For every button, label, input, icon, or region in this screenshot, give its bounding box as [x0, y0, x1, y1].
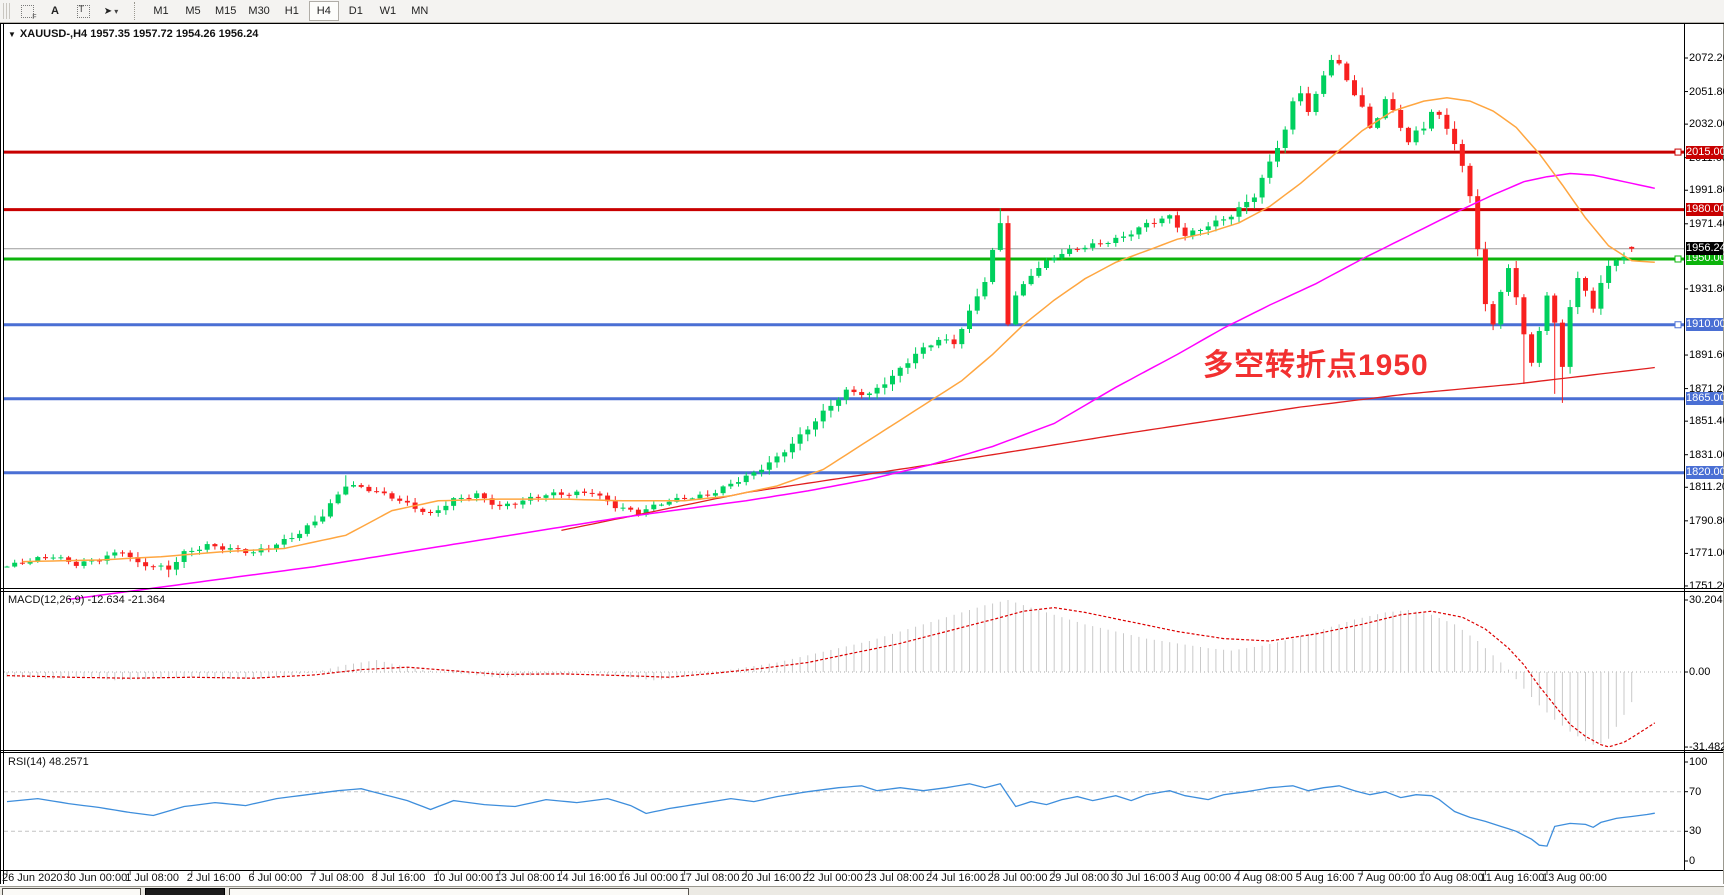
price-tick-label: 1931.80 — [1689, 282, 1724, 295]
price-tick-label: 1771.00 — [1689, 547, 1724, 560]
date-axis-label: 2 Jul 16:00 — [186, 872, 241, 884]
date-axis-label: 23 Jul 08:00 — [864, 872, 925, 884]
chart-tab-active[interactable] — [145, 888, 225, 895]
price-level-badge: 1865.00 — [1686, 392, 1724, 406]
rsi-tick-label: 100 — [1689, 756, 1708, 768]
price-level-badge: 1910.00 — [1686, 318, 1724, 332]
timeframe-buttons: M1 M5 M15 M30 H1 H4 D1 W1 MN — [146, 1, 435, 21]
rsi-layer — [4, 783, 1684, 847]
date-axis-label: 17 Jul 08:00 — [679, 872, 740, 884]
date-axis-label: 13 Jul 08:00 — [494, 872, 555, 884]
price-tick-label: 1851.40 — [1689, 415, 1724, 428]
price-level-badge: 1950.00 — [1686, 252, 1724, 266]
date-axis-label: 7 Jul 08:00 — [310, 872, 364, 884]
price-tick-label: 1991.80 — [1689, 184, 1724, 197]
price-tick-label: 1971.40 — [1689, 217, 1724, 230]
date-axis-label: 5 Aug 16:00 — [1295, 872, 1355, 884]
horizontal-lines-layer — [4, 148, 1684, 475]
date-axis-label: 3 Aug 00:00 — [1172, 872, 1232, 884]
timeframe-button-d1[interactable]: D1 — [348, 5, 363, 17]
toolbar-grip[interactable] — [3, 3, 11, 19]
date-axis-label: 14 Jul 16:00 — [556, 872, 617, 884]
price-tick-label: 1891.60 — [1689, 349, 1724, 362]
macd-signal-line — [6, 606, 1656, 748]
date-axis-label: 7 Aug 00:00 — [1357, 872, 1416, 884]
timeframe-button-mn[interactable]: MN — [411, 5, 429, 17]
timeframe-button-h4[interactable]: H4 — [308, 1, 339, 21]
chart-tab[interactable] — [2, 888, 141, 895]
ma-mid-magenta — [68, 172, 1655, 601]
moving-averages-layer — [22, 97, 1655, 601]
toolbar-separator — [134, 2, 140, 20]
price-tick-label: 1831.00 — [1689, 448, 1724, 461]
price-tick-label: 1871.20 — [1689, 382, 1724, 395]
price-level-badge: 2015.00 — [1686, 145, 1724, 159]
hline-marker[interactable] — [1674, 255, 1682, 263]
collapse-triangle-icon[interactable]: ▼ — [8, 30, 16, 39]
price-tick-label: 2032.00 — [1689, 118, 1724, 131]
macd-layer — [4, 600, 1684, 748]
date-axis-label: 20 Jul 16:00 — [741, 872, 802, 884]
timeframe-button-w1[interactable]: W1 — [379, 5, 397, 17]
rsi-label: RSI(14) 48.2571 — [8, 756, 89, 768]
date-axis-label: 6 Jul 00:00 — [248, 872, 303, 884]
timeframe-button-m15[interactable]: M15 — [215, 5, 237, 17]
date-axis-label: 24 Jul 16:00 — [926, 872, 986, 884]
date-axis-label: 29 Jul 08:00 — [1049, 872, 1110, 884]
chart-tabs-bar — [0, 886, 1724, 895]
macd-tick-label: -31.482 — [1689, 741, 1724, 754]
current-price-badge: 1956.24 — [1686, 242, 1724, 256]
date-axis-label: 13 Aug 00:00 — [1542, 872, 1607, 884]
chart-tab[interactable] — [229, 888, 689, 895]
macd-tick-label: 30.204 — [1689, 594, 1723, 606]
date-axis-label: 1 Jul 08:00 — [125, 872, 180, 884]
timeframe-button-m5[interactable]: M5 — [185, 5, 201, 17]
hline-marker[interactable] — [1674, 321, 1682, 329]
date-axis-label: 11 Aug 16:00 — [1480, 872, 1545, 884]
price-tick-label: 1751.20 — [1689, 579, 1724, 592]
ma-fast-orange — [22, 97, 1655, 563]
rsi-tick-label: 70 — [1689, 785, 1702, 798]
date-axis-label: 16 Jul 00:00 — [618, 872, 678, 884]
price-tick-label: 1790.80 — [1689, 514, 1724, 527]
date-axis-label: 28 Jul 00:00 — [987, 872, 1048, 884]
frame-f-icon[interactable]: F — [16, 2, 38, 21]
date-axis-label: 10 Jul 00:00 — [433, 872, 494, 884]
candles-layer — [4, 54, 1635, 578]
chart-annotation: 多空转折点1950 — [1203, 349, 1429, 382]
macd-tick-label: 0.00 — [1689, 666, 1711, 678]
date-axis-label: 30 Jun 00:00 — [63, 872, 128, 884]
date-axis-label: 10 Aug 08:00 — [1418, 872, 1484, 884]
price-level-badge: 1980.00 — [1686, 203, 1724, 217]
date-axis-label: 30 Jul 16:00 — [1110, 872, 1171, 884]
cursor-tool-icon[interactable]: ➤ ▾ — [103, 5, 119, 17]
rsi-line — [6, 783, 1655, 847]
macd-label: MACD(12,26,9) -12.634 -21.364 — [8, 594, 166, 606]
hline-marker[interactable] — [1674, 148, 1682, 156]
date-axis-label: 8 Jul 16:00 — [371, 872, 426, 884]
price-tick-label: 2072.20 — [1689, 52, 1724, 64]
date-axis-label: 22 Jul 00:00 — [802, 872, 863, 884]
text-box-icon[interactable]: T — [72, 2, 94, 20]
price-tick-label: 2051.80 — [1689, 85, 1724, 98]
date-axis-label: 26 Jun 2020 — [2, 872, 63, 884]
borders-layer — [0, 23, 1724, 884]
price-level-badge: 1820.00 — [1686, 466, 1724, 480]
date-axis-label: 4 Aug 08:00 — [1234, 872, 1293, 884]
label-a-icon[interactable]: A — [51, 5, 59, 17]
timeframe-button-m1[interactable]: M1 — [153, 5, 169, 17]
rsi-tick-label: 30 — [1689, 825, 1702, 838]
toolbar: F A T ➤ ▾ M1 M5 M15 M30 H1 H4 D1 W1 MN — [0, 0, 1724, 23]
chart-title: ▼ XAUUSD-,H4 1957.35 1957.72 1954.26 1956… — [8, 28, 259, 40]
chevron-down-icon[interactable]: ▾ — [114, 6, 119, 16]
timeframe-button-h1[interactable]: H1 — [284, 5, 299, 17]
price-tick-label: 1811.20 — [1689, 481, 1724, 494]
timeframe-button-m30[interactable]: M30 — [248, 5, 270, 17]
rsi-tick-label: 0 — [1689, 855, 1696, 867]
